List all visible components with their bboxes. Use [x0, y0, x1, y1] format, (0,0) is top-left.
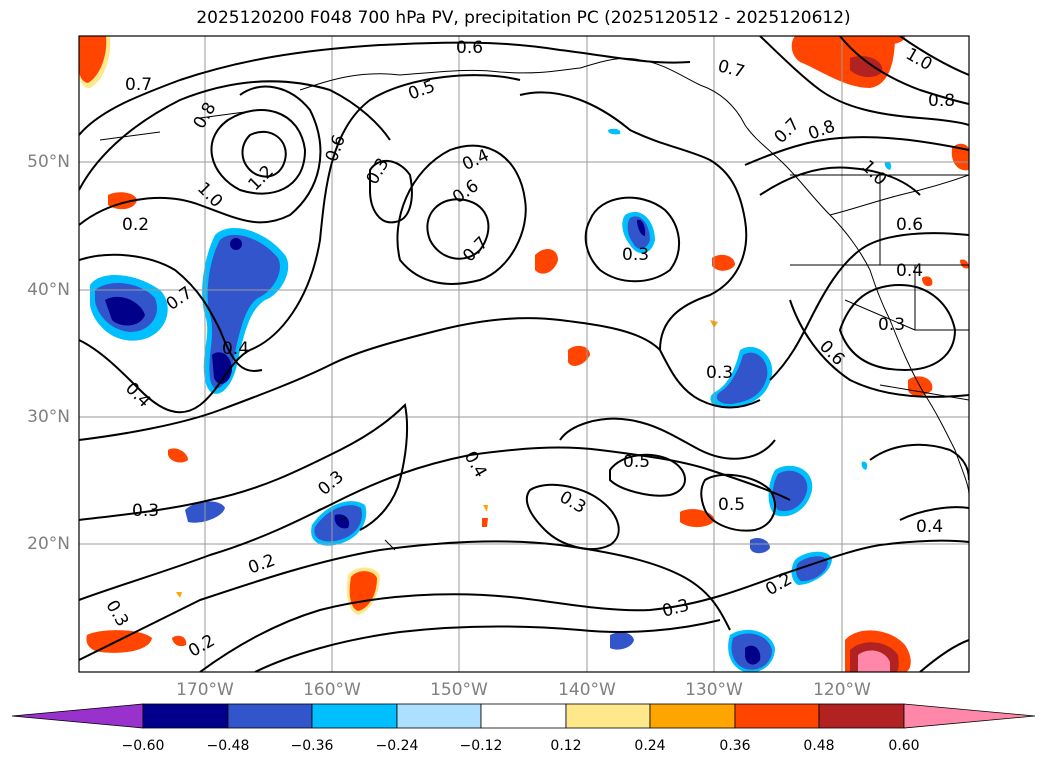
lon-label: 130°W — [685, 680, 743, 700]
colorbar-tick: 0.60 — [888, 738, 920, 754]
colorbar-extend-left — [11, 703, 144, 729]
contour-label: 0.6 — [896, 215, 923, 235]
contour-label: 0.8 — [928, 91, 955, 111]
precip-blob — [535, 248, 558, 274]
colorbar-tick: 0.24 — [634, 738, 666, 754]
precip-blob — [880, 36, 905, 45]
colorbar-tick: −0.48 — [206, 738, 250, 754]
lat-label: 40°N — [27, 280, 70, 300]
lon-label: 160°W — [303, 680, 361, 700]
precip-blob — [349, 571, 377, 611]
coastlines — [99, 57, 969, 551]
contour-label: 0.3 — [878, 315, 905, 335]
precip-blob — [922, 276, 933, 287]
colorbar-swatch — [396, 703, 482, 729]
colorbar-tick: 0.48 — [803, 738, 835, 754]
precip-blob — [105, 296, 145, 326]
precip-blob — [858, 650, 890, 672]
contour-label: 0.4 — [916, 517, 943, 537]
precip-blob — [172, 635, 187, 647]
gridlines — [79, 36, 969, 672]
lon-label: 170°W — [176, 680, 234, 700]
contour-label: 0.4 — [896, 261, 923, 281]
precip-blob — [884, 161, 892, 170]
precip-blob — [716, 352, 768, 405]
pv-contours — [79, 36, 969, 672]
colorbar-tick: −0.60 — [121, 738, 165, 754]
colorbar-swatch — [565, 703, 651, 729]
precip-blob — [482, 518, 488, 527]
lat-label: 20°N — [27, 534, 70, 554]
precip-blob — [951, 143, 969, 171]
colorbar-swatch — [649, 703, 736, 729]
precip-blob — [627, 216, 650, 249]
precip-blob — [230, 238, 242, 250]
colorbar-swatch — [480, 703, 567, 729]
contour-label: 0.2 — [122, 215, 149, 235]
colorbar-tick: −0.24 — [375, 738, 419, 754]
contour-label: 0.5 — [718, 495, 745, 515]
colorbar-tick: 0.36 — [719, 738, 751, 754]
precip-blob — [610, 632, 634, 650]
precip-blob — [750, 537, 770, 554]
precip-blob — [745, 645, 761, 665]
contour-label: 0.4 — [222, 339, 249, 359]
lon-label: 140°W — [558, 680, 616, 700]
precip-blob — [212, 352, 232, 384]
precip-blob — [483, 505, 488, 512]
lat-label: 50°N — [27, 152, 70, 172]
colorbar-tick: −0.12 — [459, 738, 503, 754]
precip-blob — [176, 592, 182, 598]
lon-label: 120°W — [813, 680, 871, 700]
precip-blob — [637, 219, 646, 236]
colorbar-swatch — [734, 703, 820, 729]
colorbar-tick: −0.36 — [290, 738, 334, 754]
plot-frame — [78, 35, 970, 673]
colorbar-extend-right — [903, 703, 1036, 729]
colorbar-swatch — [142, 703, 229, 729]
colorbar-tick: 0.12 — [550, 738, 582, 754]
contour-label: 0.3 — [622, 245, 649, 265]
precip-blob — [608, 128, 621, 135]
colorbar-swatch — [227, 703, 313, 729]
precip-blob — [772, 470, 808, 512]
precip-blob — [960, 259, 969, 269]
precip-blob — [850, 55, 883, 78]
map-title: 2025120200 F048 700 hPa PV, precipitatio… — [196, 8, 851, 28]
precip-blob — [207, 234, 280, 389]
contour-label: 0.3 — [132, 501, 159, 521]
contour-label: 0.3 — [706, 363, 733, 383]
contour-label: 0.7 — [125, 75, 152, 95]
colorbar-swatch — [311, 703, 398, 729]
colorbar-swatch — [818, 703, 905, 729]
lat-label: 30°N — [27, 407, 70, 427]
lon-label: 150°W — [430, 680, 488, 700]
precip-blob — [712, 254, 735, 271]
precip-blob — [861, 461, 868, 470]
precip-blob — [568, 345, 590, 366]
contour-label: 0.5 — [623, 452, 650, 472]
precip-positive-areas — [79, 36, 969, 672]
precip-blob — [168, 448, 188, 463]
contour-label: 0.6 — [456, 38, 483, 58]
colorbar — [11, 703, 1036, 729]
precip-blob — [79, 36, 107, 83]
